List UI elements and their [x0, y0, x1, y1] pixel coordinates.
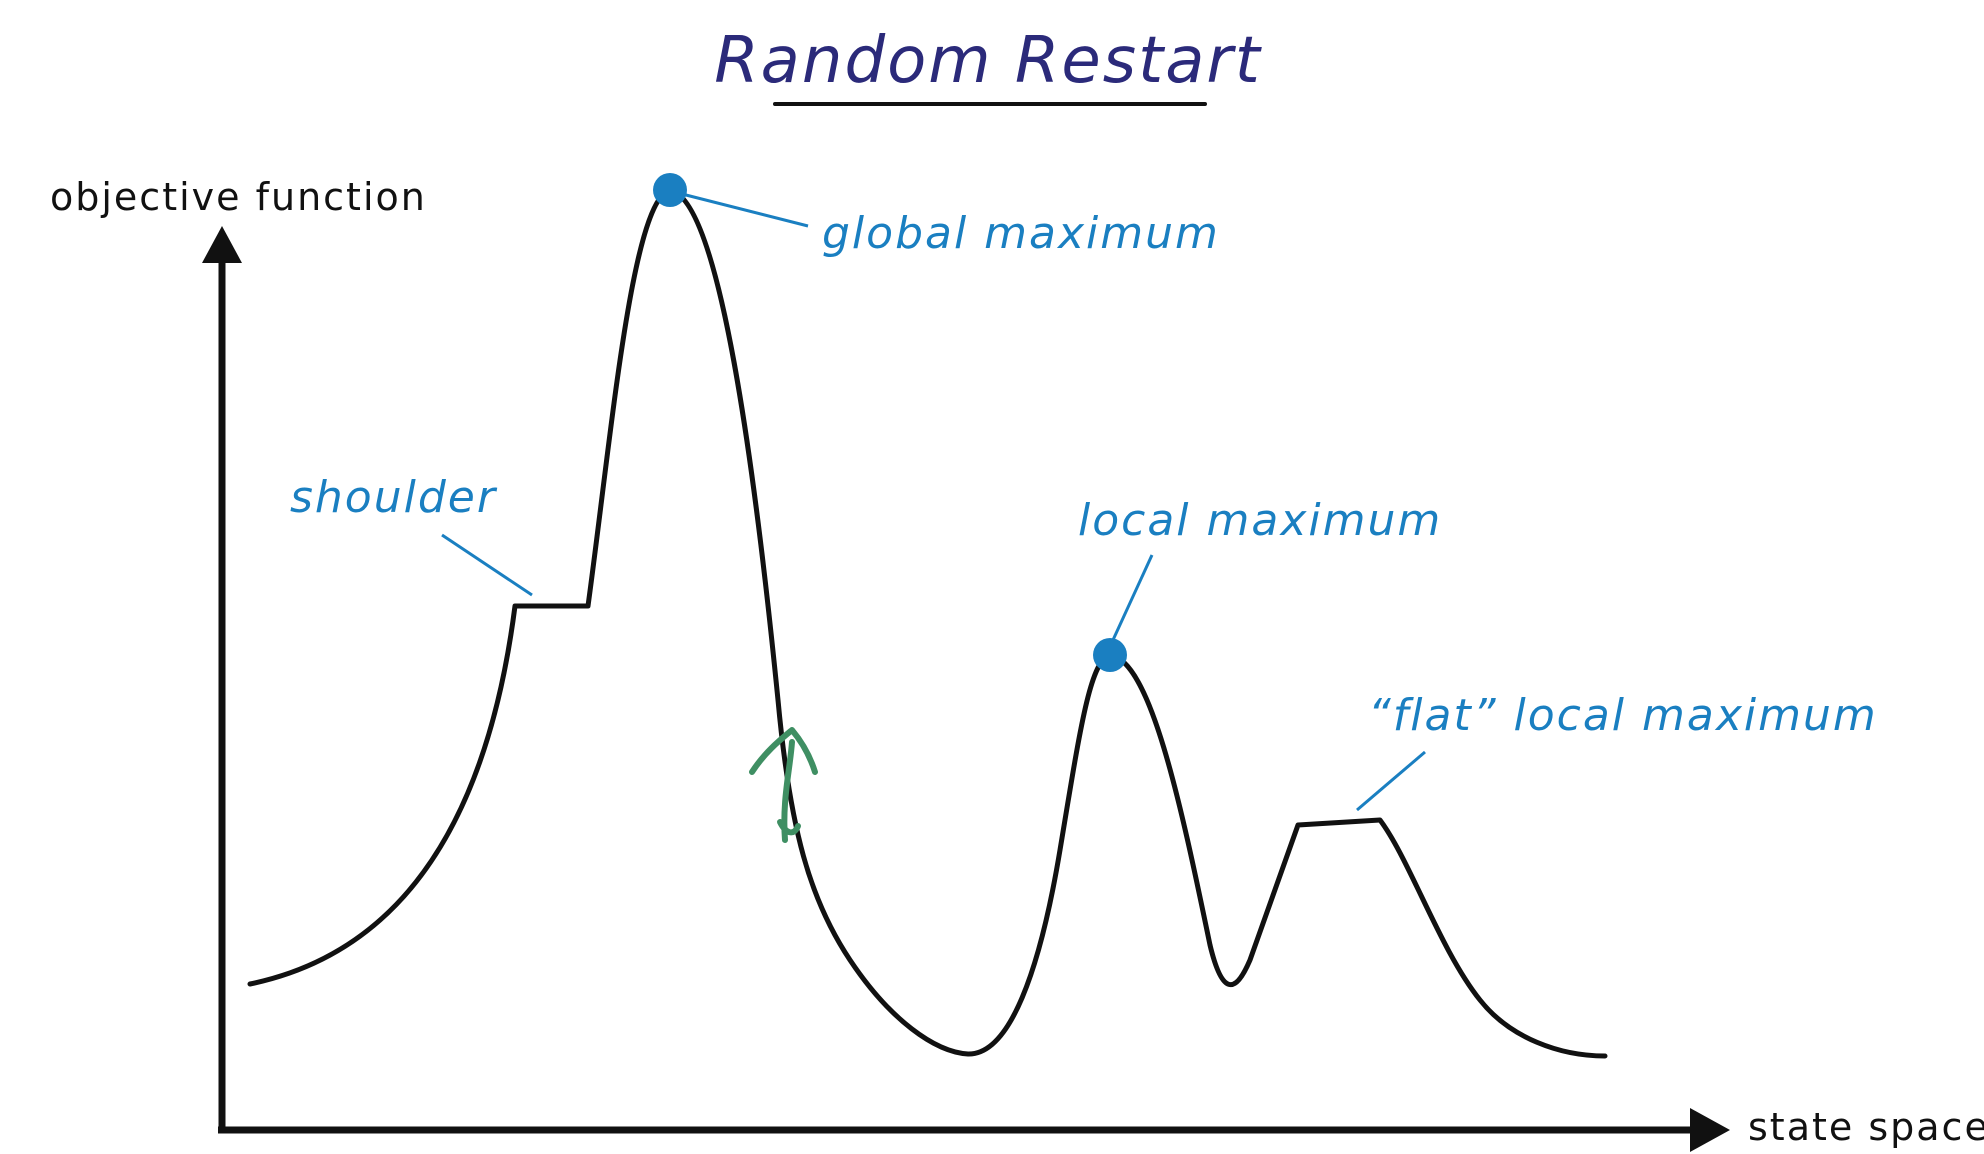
local-maximum-pointer: [1111, 554, 1154, 641]
shoulder-pointer: [441, 533, 533, 597]
diagram-title: Random Restart: [714, 24, 1263, 98]
global-maximum-pointer: [681, 192, 809, 228]
up-arrow-icon: [749, 727, 818, 843]
flat-local-maximum-label: “flat” local maximum: [1368, 690, 1878, 741]
local-maximum-label: local maximum: [1078, 495, 1442, 546]
shoulder-label: shoulder: [290, 472, 498, 523]
x-axis-arrowhead: [1690, 1108, 1730, 1152]
flat-local-maximum-pointer: [1356, 750, 1426, 812]
local-maximum-point: [1093, 638, 1127, 672]
x-axis-label: state space: [1748, 1105, 1984, 1149]
y-axis-label: objective function: [50, 175, 427, 219]
global-maximum-label: global maximum: [822, 208, 1220, 259]
y-axis-arrowhead: [202, 226, 242, 263]
global-maximum-point: [653, 173, 687, 207]
objective-curve: [247, 187, 1608, 1059]
